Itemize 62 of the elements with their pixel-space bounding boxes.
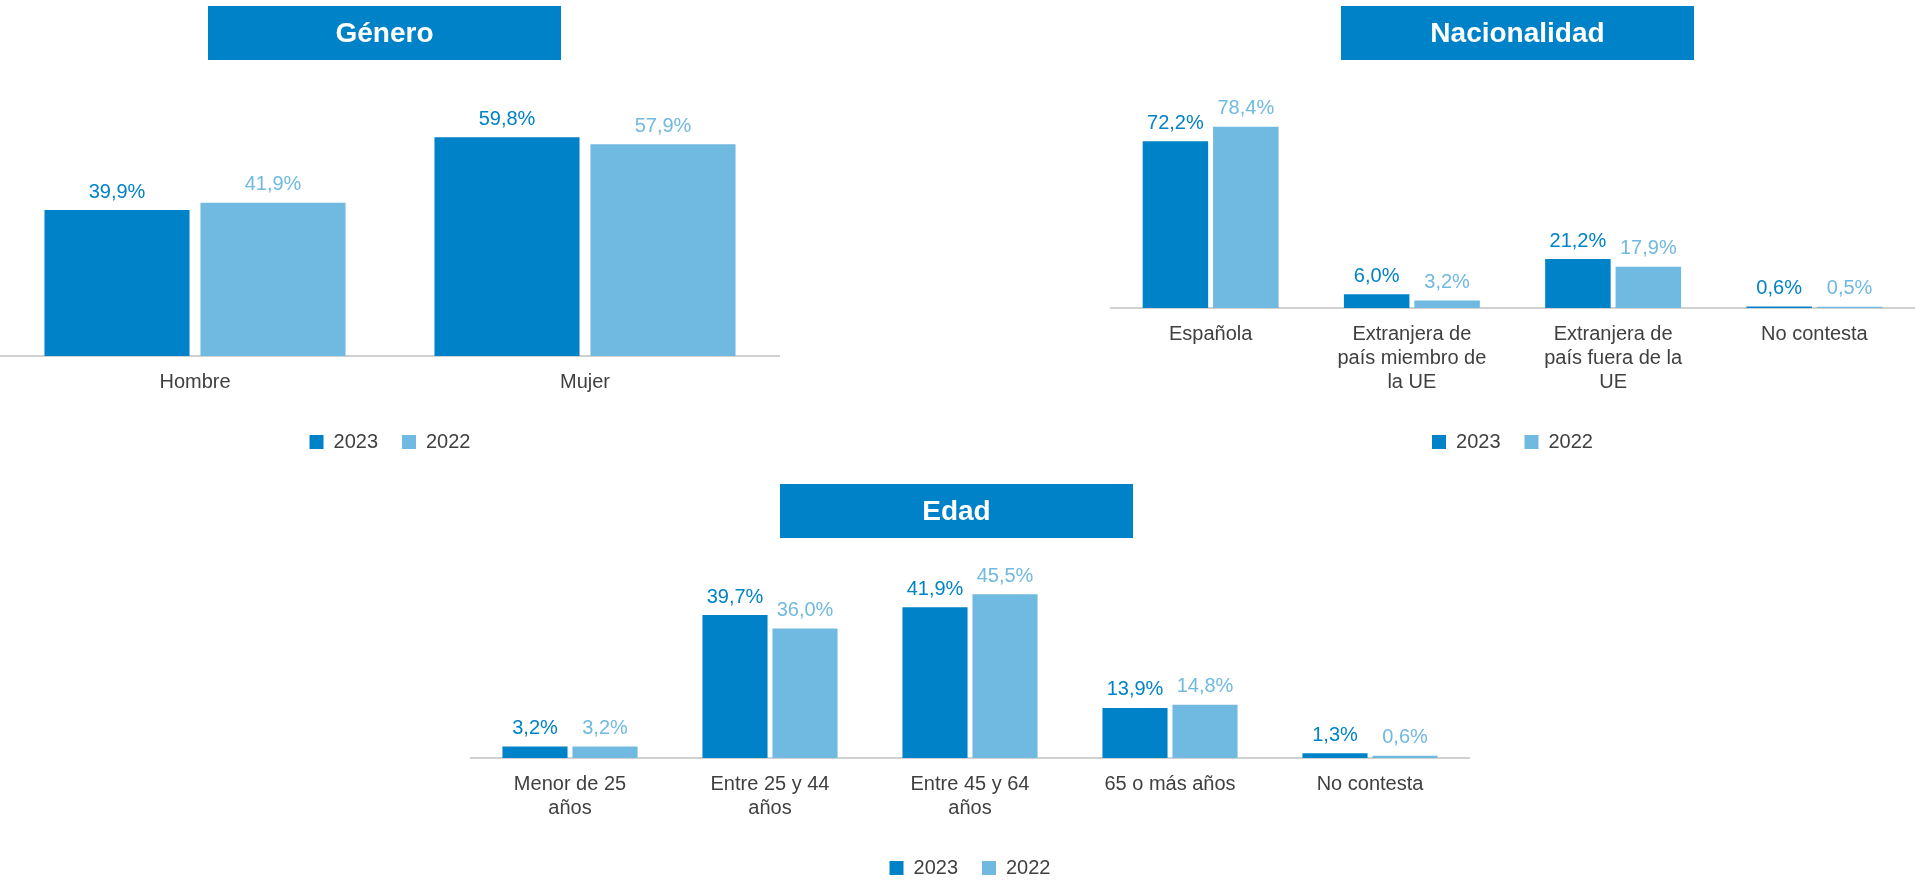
bar (590, 144, 736, 356)
legend-label: 2022 (1548, 429, 1593, 452)
data-label: 59,8% (478, 106, 536, 129)
data-label: 6,0% (1353, 263, 1400, 286)
x-tick-label: Extranjera de país fuera de la UE (1544, 321, 1683, 392)
data-label: 1,3% (1312, 722, 1359, 745)
data-label: 39,7% (706, 584, 764, 607)
data-label: 39,9% (88, 179, 146, 202)
x-tick-label: Hombre (159, 369, 231, 392)
x-tick-label: Entre 45 y 64 años (910, 771, 1030, 818)
data-label: 36,0% (776, 597, 834, 620)
bar (1172, 704, 1238, 758)
bar (902, 607, 968, 758)
data-label: 17,9% (1619, 236, 1677, 259)
bar (702, 615, 768, 758)
bar (1414, 300, 1480, 308)
data-label: 0,5% (1826, 276, 1873, 299)
data-label: 0,6% (1756, 276, 1803, 299)
data-label: 78,4% (1217, 96, 1275, 119)
legend-label: 2023 (1456, 429, 1501, 452)
x-tick-label: No contesta (1761, 321, 1869, 344)
x-tick-label: 65 o más años (1104, 771, 1236, 794)
bar (772, 628, 838, 758)
data-label: 72,2% (1147, 110, 1204, 133)
legend-label: 2022 (1006, 855, 1051, 878)
data-label: 45,5% (976, 563, 1034, 586)
data-label: 3,2% (582, 716, 629, 738)
bar (1545, 259, 1611, 308)
x-tick-label: Extranjera de país miembro de la UE (1337, 321, 1487, 392)
bar (502, 746, 568, 758)
data-label: 0,6% (1382, 725, 1429, 748)
data-label: 3,2% (512, 716, 559, 738)
x-tick-label: Menor de 25 años (513, 771, 627, 818)
legend-label: 2023 (333, 429, 379, 452)
data-label: 14,8% (1176, 674, 1234, 697)
bar (1302, 753, 1368, 758)
x-tick-label: No contesta (1316, 771, 1425, 794)
data-label: 21,2% (1549, 228, 1607, 251)
bar (1372, 755, 1438, 758)
data-label: 41,9% (906, 576, 964, 599)
bar (1615, 266, 1682, 308)
bar (1102, 707, 1168, 758)
chart-title: Género (208, 6, 561, 60)
bar (200, 202, 346, 356)
data-label: 57,9% (634, 113, 692, 136)
chart-title: Edad (780, 484, 1133, 538)
data-label: 3,2% (1424, 270, 1471, 293)
chart-title: Nacionalidad (1341, 6, 1694, 60)
bar (972, 594, 1038, 758)
bar (572, 746, 638, 758)
bar (1213, 126, 1279, 308)
bar (1343, 294, 1410, 308)
x-tick-label: Entre 25 y 44 años (710, 771, 830, 818)
bar (1142, 141, 1209, 308)
legend-label: 2022 (426, 429, 471, 452)
x-tick-label: Española (1168, 321, 1254, 344)
x-tick-label: Mujer (559, 369, 611, 392)
legend-label: 2023 (913, 855, 959, 878)
bar (434, 137, 580, 356)
data-label: 41,9% (244, 172, 302, 195)
bar (44, 210, 190, 356)
data-label: 13,9% (1106, 677, 1164, 700)
